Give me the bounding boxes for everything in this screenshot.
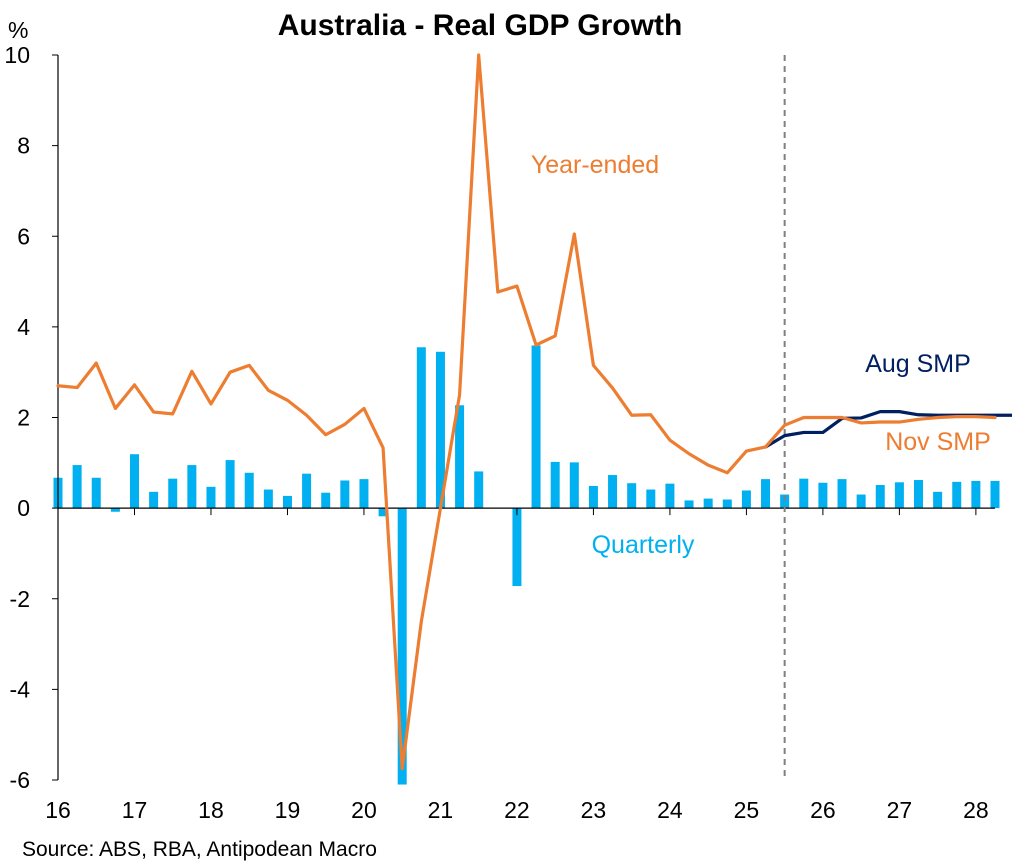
x-tick-label: 19: [275, 797, 301, 823]
quarterly-bar: [971, 480, 981, 509]
quarterly-bar: [952, 481, 962, 509]
quarterly-bar: [703, 498, 713, 509]
quarterly-bar: [282, 495, 292, 509]
quarterly-bar: [780, 494, 790, 509]
quarterly-bar: [474, 471, 484, 509]
quarterly-bar: [225, 460, 235, 509]
quarterly-bar: [569, 462, 579, 509]
label-nov-smp: Nov SMP: [885, 428, 991, 456]
quarterly-bar: [665, 483, 675, 509]
x-tick-label: 24: [657, 797, 683, 823]
x-tick-label: 27: [887, 797, 913, 823]
quarterly-bar: [722, 499, 732, 509]
quarterly-bar: [72, 465, 82, 509]
quarterly-bar: [455, 405, 465, 509]
quarterly-bar: [741, 490, 751, 509]
x-tick-label: 26: [810, 797, 836, 823]
quarterly-bar: [933, 491, 943, 509]
series-lines: [56, 53, 1012, 771]
x-tick-label: 20: [351, 797, 377, 823]
quarterly-bar: [206, 486, 216, 509]
y-tick-label: 8: [17, 133, 30, 159]
source-note: Source: ABS, RBA, Antipodean Macro: [22, 838, 377, 861]
y-tick-label: 6: [17, 223, 30, 249]
quarterly-bar: [321, 492, 331, 509]
quarterly-bar: [187, 465, 197, 509]
quarterly-bar: [531, 345, 541, 509]
y-axis-unit: %: [8, 17, 28, 43]
quarterly-bar: [550, 461, 560, 509]
y-tick-label: -6: [10, 767, 30, 793]
quarterly-bar: [129, 454, 139, 509]
quarterly-bar: [837, 479, 847, 509]
y-tick-label: 2: [17, 405, 30, 431]
quarterly-bar: [894, 482, 904, 509]
quarterly-bar: [263, 489, 273, 509]
quarterly-bar: [512, 508, 522, 587]
quarterly-bar: [378, 508, 388, 517]
quarterly-bar: [684, 500, 694, 509]
chart-title: Australia - Real GDP Growth: [278, 9, 683, 42]
x-tick-label: 22: [504, 797, 530, 823]
x-tick-label: 17: [122, 797, 148, 823]
quarterly-bar: [799, 478, 809, 509]
quarterly-bar: [990, 480, 1000, 509]
quarterly-bar: [244, 472, 254, 509]
x-tick-label: 28: [963, 797, 989, 823]
quarterly-bar: [856, 494, 866, 509]
quarterly-bar: [608, 475, 618, 509]
x-tick-label: 16: [45, 797, 71, 823]
quarterly-bar: [340, 480, 350, 509]
quarterly-bar: [302, 473, 312, 509]
label-quarterly: Quarterly: [592, 531, 695, 559]
quarterly-bar: [646, 489, 656, 509]
quarterly-bar: [761, 479, 771, 509]
label-year-ended: Year-ended: [531, 151, 659, 179]
y-tick-label: 4: [17, 314, 30, 340]
x-tick-label: 23: [581, 797, 607, 823]
y-tick-label: -4: [10, 676, 31, 702]
quarterly-bar: [168, 478, 178, 509]
x-tick-label: 18: [198, 797, 224, 823]
quarterly-bar: [627, 483, 637, 509]
x-tick-label: 21: [428, 797, 454, 823]
quarterly-bar: [818, 482, 828, 509]
label-aug-smp: Aug SMP: [865, 350, 971, 378]
y-tick-label: 10: [4, 42, 30, 68]
quarterly-bar: [435, 351, 445, 509]
quarterly-bar: [359, 479, 369, 509]
quarterly-bar: [149, 491, 159, 509]
quarterly-bars: [53, 345, 1000, 785]
axes: [52, 54, 995, 781]
year-ended-line: [56, 53, 997, 771]
quarterly-bar: [397, 508, 407, 785]
y-tick-label: 0: [17, 495, 30, 521]
quarterly-bar: [875, 485, 885, 509]
quarterly-bar: [91, 477, 101, 509]
quarterly-bar: [914, 480, 924, 509]
x-tick-label: 25: [734, 797, 760, 823]
y-tick-label: -2: [10, 586, 30, 612]
quarterly-bar: [588, 485, 598, 509]
quarterly-bar: [110, 508, 120, 512]
quarterly-bar: [416, 347, 426, 509]
